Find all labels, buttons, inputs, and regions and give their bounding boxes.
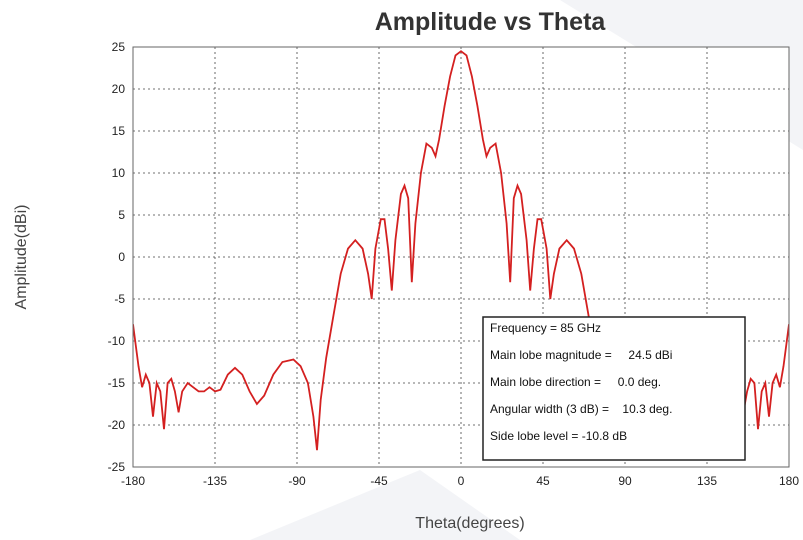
- info-text: Main lobe direction = 0.0 deg.: [490, 375, 661, 389]
- info-text: Main lobe magnitude = 24.5 dBi: [490, 348, 672, 362]
- x-tick-label: -45: [370, 474, 388, 488]
- x-axis-label: Theta(degrees): [415, 515, 524, 532]
- x-tick-label: -180: [121, 474, 145, 488]
- x-tick-label: 135: [697, 474, 717, 488]
- info-text: Angular width (3 dB) = 10.3 deg.: [490, 402, 672, 416]
- x-tick-label: 45: [536, 474, 550, 488]
- info-text: Frequency = 85 GHz: [490, 321, 601, 335]
- x-tick-label: 0: [458, 474, 465, 488]
- plot-border: [132, 46, 790, 468]
- y-tick-label: -15: [108, 376, 126, 390]
- y-tick-label: 25: [112, 40, 126, 54]
- y-tick-label: 15: [112, 124, 126, 138]
- background-shape: [250, 470, 520, 540]
- y-tick-label: -25: [108, 460, 126, 474]
- info-text: Side lobe level = -10.8 dB: [490, 429, 627, 443]
- y-tick-label: 5: [118, 208, 125, 222]
- y-tick-label: -10: [108, 334, 126, 348]
- y-tick-label: 10: [112, 166, 126, 180]
- y-tick-label: 20: [112, 82, 126, 96]
- x-tick-label: 90: [618, 474, 632, 488]
- x-tick-label: -135: [203, 474, 227, 488]
- chart-title: Amplitude vs Theta: [375, 8, 607, 36]
- info-box: [482, 316, 746, 461]
- y-tick-label: 0: [118, 250, 125, 264]
- y-axis-label: Amplitude(dBi): [13, 205, 30, 310]
- x-tick-label: -90: [288, 474, 306, 488]
- y-tick-label: -20: [108, 418, 126, 432]
- y-tick-label: -5: [114, 292, 125, 306]
- x-tick-label: 180: [779, 474, 799, 488]
